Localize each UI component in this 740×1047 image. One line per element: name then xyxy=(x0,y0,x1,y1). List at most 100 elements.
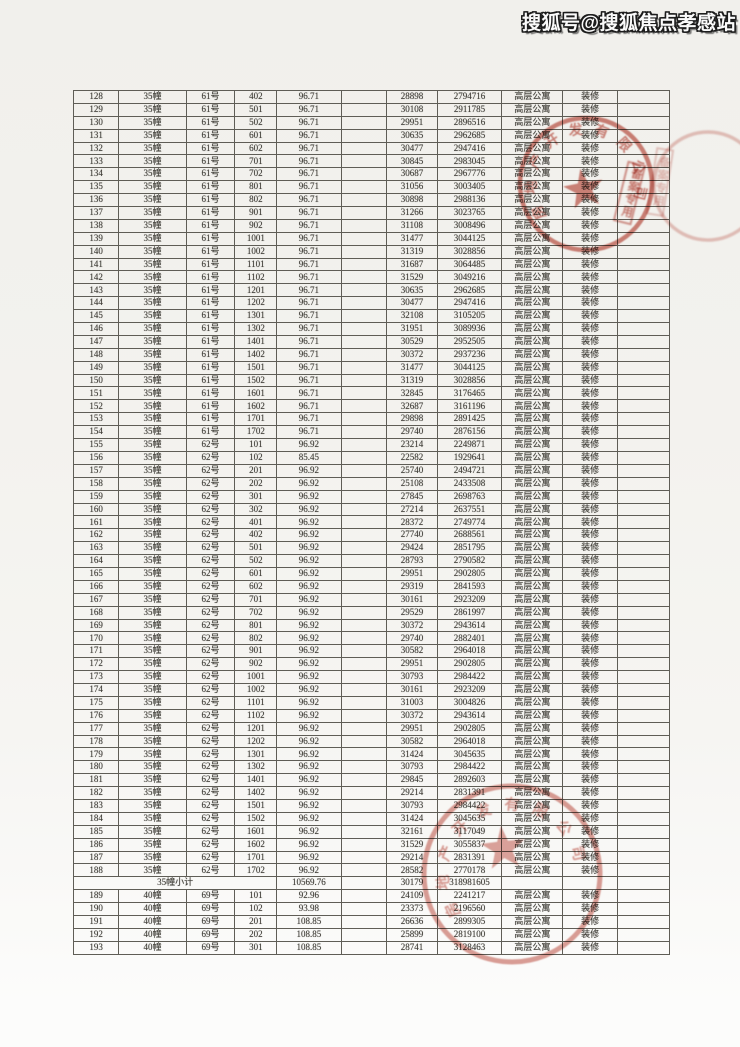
table-cell xyxy=(617,695,670,710)
table-cell: 3044125 xyxy=(436,231,503,246)
table-cell: 1702 xyxy=(234,425,278,440)
table-cell: 3176465 xyxy=(436,386,503,401)
table-cell: 96.92 xyxy=(276,760,342,775)
table-cell xyxy=(617,193,670,208)
table-cell: 35幢 xyxy=(118,618,187,633)
table-cell: 29214 xyxy=(386,786,438,800)
table-row: 190 40幢 69号 102 93.98 23373 2196560 高层公寓 装修 xyxy=(72,902,670,916)
table-cell: 3117049 xyxy=(436,824,503,839)
table-cell: 191 xyxy=(72,915,120,929)
table-cell: 高层公寓 xyxy=(501,592,564,607)
table-cell: 3055837 xyxy=(436,837,503,852)
table-cell: 165 xyxy=(72,566,120,581)
table-cell xyxy=(340,734,388,749)
table-cell: 高层公寓 xyxy=(501,244,564,259)
table-cell: 30898 xyxy=(386,193,438,208)
table-cell: 35幢 xyxy=(118,463,187,478)
table-cell xyxy=(617,115,670,130)
table-cell xyxy=(340,206,388,220)
table-row: 156 35幢 62号 102 85.45 22582 1929641 高层公寓 装修 xyxy=(72,450,670,465)
table-cell: 装修 xyxy=(562,167,619,182)
table-cell: 2911785 xyxy=(436,102,503,117)
table-cell: 62号 xyxy=(185,657,236,672)
table-cell: 61号 xyxy=(185,412,236,427)
table-cell: 96.92 xyxy=(276,824,342,839)
table-cell: 62号 xyxy=(185,644,236,659)
table-cell: 1301 xyxy=(234,309,278,324)
table-body: 128 35幢 61号 402 96.71 28898 2794716 高层公寓 装修 129 35… xyxy=(72,90,670,955)
table-cell: 202 xyxy=(234,476,278,491)
table-cell: 62号 xyxy=(185,721,236,736)
table-cell: 2962685 xyxy=(436,283,503,298)
table-cell: 62号 xyxy=(185,502,236,517)
table-cell: 装修 xyxy=(562,824,619,839)
table-cell: 30161 xyxy=(386,682,438,697)
table-cell xyxy=(340,141,388,156)
table-cell: 3028856 xyxy=(436,244,503,259)
table-row: 155 35幢 62号 101 96.92 23214 2249871 高层公寓 装修 xyxy=(72,438,670,452)
table-cell: 62号 xyxy=(185,850,236,865)
table-cell: 高层公寓 xyxy=(501,270,564,285)
table-cell: 190 xyxy=(72,902,120,916)
table-cell: 96.71 xyxy=(276,154,342,169)
table-row: 133 35幢 61号 701 96.71 30845 2983045 高层公寓 装修 xyxy=(72,154,670,169)
table-cell: 2892603 xyxy=(436,773,503,788)
subtotal-price: 30179 xyxy=(386,876,438,891)
table-cell: 132 xyxy=(72,141,120,156)
table-row: 185 35幢 62号 1601 96.92 32161 3117049 高层公寓 装修 xyxy=(72,824,670,839)
table-cell: 装修 xyxy=(562,695,619,710)
table-row: 169 35幢 62号 801 96.92 30372 2943614 高层公寓 装修 xyxy=(72,618,670,633)
table-cell xyxy=(617,760,670,775)
table-cell xyxy=(617,309,670,324)
table-cell: 22582 xyxy=(386,450,438,465)
table-cell: 高层公寓 xyxy=(501,695,564,710)
table-cell: 144 xyxy=(72,296,120,311)
table-cell: 61号 xyxy=(185,90,236,104)
table-cell: 166 xyxy=(72,579,120,594)
table-cell xyxy=(617,218,670,233)
table-row: 176 35幢 62号 1102 96.92 30372 2943614 高层公寓 装修 xyxy=(72,708,670,723)
table-cell: 157 xyxy=(72,463,120,478)
table-cell: 108.85 xyxy=(276,915,342,929)
table-cell: 高层公寓 xyxy=(501,128,564,143)
table-cell: 高层公寓 xyxy=(501,940,564,955)
table-cell: 装修 xyxy=(562,798,619,813)
table-cell: 高层公寓 xyxy=(501,579,564,594)
table-row: 138 35幢 61号 902 96.71 31108 3008496 高层公寓 装修 xyxy=(72,218,670,233)
table-cell: 35幢 xyxy=(118,657,187,672)
table-row: 135 35幢 61号 801 96.71 31056 3003405 高层公寓 装修 xyxy=(72,180,670,195)
table-cell: 1101 xyxy=(234,695,278,710)
table-cell: 29951 xyxy=(386,721,438,736)
table-cell: 2947416 xyxy=(436,141,503,156)
table-row: 175 35幢 62号 1101 96.92 31003 3004826 高层公寓 装修 xyxy=(72,695,670,710)
table-cell: 32845 xyxy=(386,386,438,401)
table-cell: 142 xyxy=(72,270,120,285)
table-cell: 601 xyxy=(234,128,278,143)
table-cell: 152 xyxy=(72,399,120,414)
table-cell xyxy=(340,231,388,246)
table-cell: 35幢 xyxy=(118,218,187,233)
table-cell: 装修 xyxy=(562,154,619,169)
table-row: 174 35幢 62号 1002 96.92 30161 2923209 高层公寓 装修 xyxy=(72,682,670,697)
table-cell xyxy=(340,115,388,130)
table-cell: 701 xyxy=(234,154,278,169)
table-cell: 35幢 xyxy=(118,489,187,504)
table-cell: 高层公寓 xyxy=(501,773,564,788)
table-cell: 装修 xyxy=(562,244,619,259)
table-cell: 179 xyxy=(72,747,120,762)
table-cell: 32687 xyxy=(386,399,438,414)
table-row: 130 35幢 61号 502 96.71 29951 2896516 高层公寓 装修 xyxy=(72,115,670,130)
table-cell: 902 xyxy=(234,218,278,233)
table-cell xyxy=(617,734,670,749)
table-cell xyxy=(340,373,388,388)
table-cell: 163 xyxy=(72,541,120,556)
table-cell: 3028856 xyxy=(436,373,503,388)
table-cell xyxy=(340,889,388,904)
table-cell: 1001 xyxy=(234,670,278,684)
table-row: 188 35幢 62号 1702 96.92 28582 2770178 高层公寓 装修 xyxy=(72,863,670,878)
table-cell xyxy=(340,773,388,788)
table-cell: 143 xyxy=(72,283,120,298)
table-cell: 高层公寓 xyxy=(501,141,564,156)
table-cell: 29951 xyxy=(386,566,438,581)
table-cell: 2819100 xyxy=(436,927,503,942)
